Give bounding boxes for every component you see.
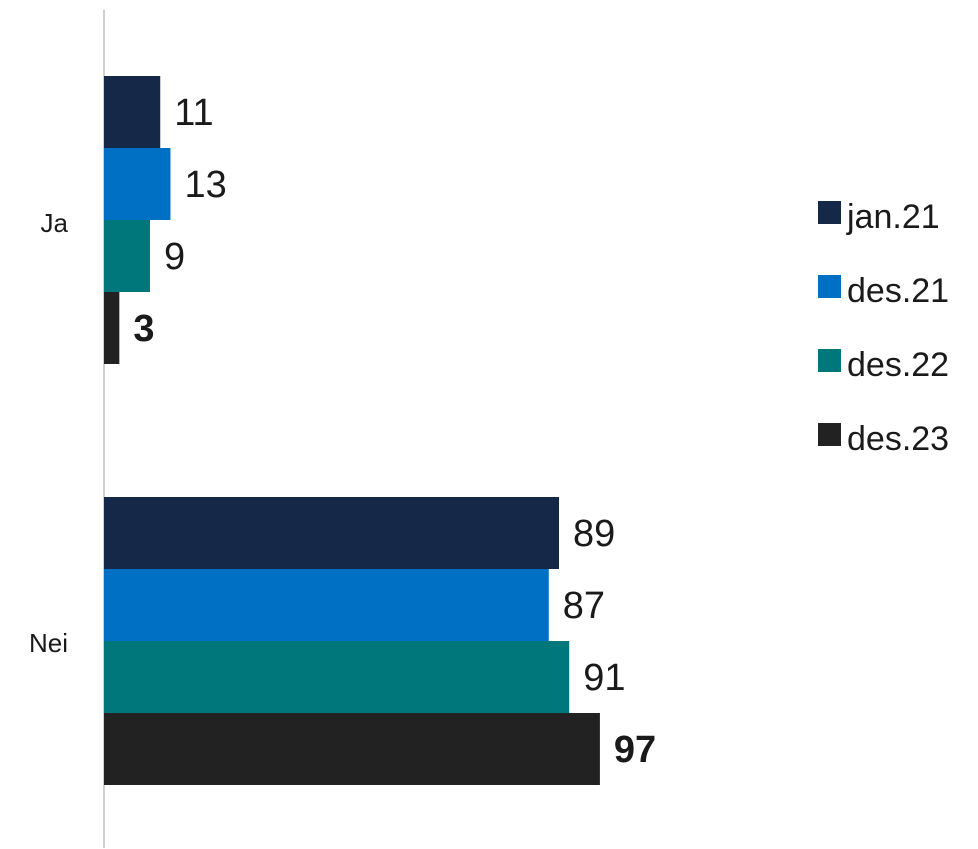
bar-nei-des-23 [104, 713, 600, 785]
value-label-nei-des-22: 91 [583, 657, 625, 699]
legend-swatch-des-22 [818, 349, 841, 372]
bar-ja-des-22 [104, 220, 151, 292]
bar-ja-des-21 [104, 148, 171, 220]
category-label-nei: Nei [29, 628, 68, 658]
legend-swatch-des-21 [818, 275, 841, 298]
bar-nei-des-21 [104, 569, 549, 641]
value-label-ja-jan-21: 11 [174, 92, 213, 134]
value-label-nei-des-23: 97 [614, 729, 656, 771]
legend-label-jan-21: jan.21 [846, 198, 940, 236]
bar-ja-des-23 [104, 292, 120, 364]
value-label-nei-des-21: 87 [563, 585, 605, 627]
legend-swatch-des-23 [818, 423, 841, 446]
bar-ja-jan-21 [104, 76, 161, 148]
value-label-ja-des-23: 3 [133, 308, 154, 350]
bar-nei-des-22 [104, 641, 570, 713]
category-label-ja: Ja [41, 208, 69, 238]
legend-label-des-21: des.21 [847, 272, 949, 310]
value-label-ja-des-21: 13 [184, 164, 226, 206]
legend-swatch-jan-21 [818, 201, 841, 224]
value-label-ja-des-22: 9 [164, 236, 185, 278]
bar-nei-jan-21 [104, 497, 559, 569]
value-label-nei-jan-21: 89 [573, 513, 615, 555]
legend-label-des-23: des.23 [847, 420, 949, 458]
legend-label-des-22: des.22 [847, 346, 949, 384]
